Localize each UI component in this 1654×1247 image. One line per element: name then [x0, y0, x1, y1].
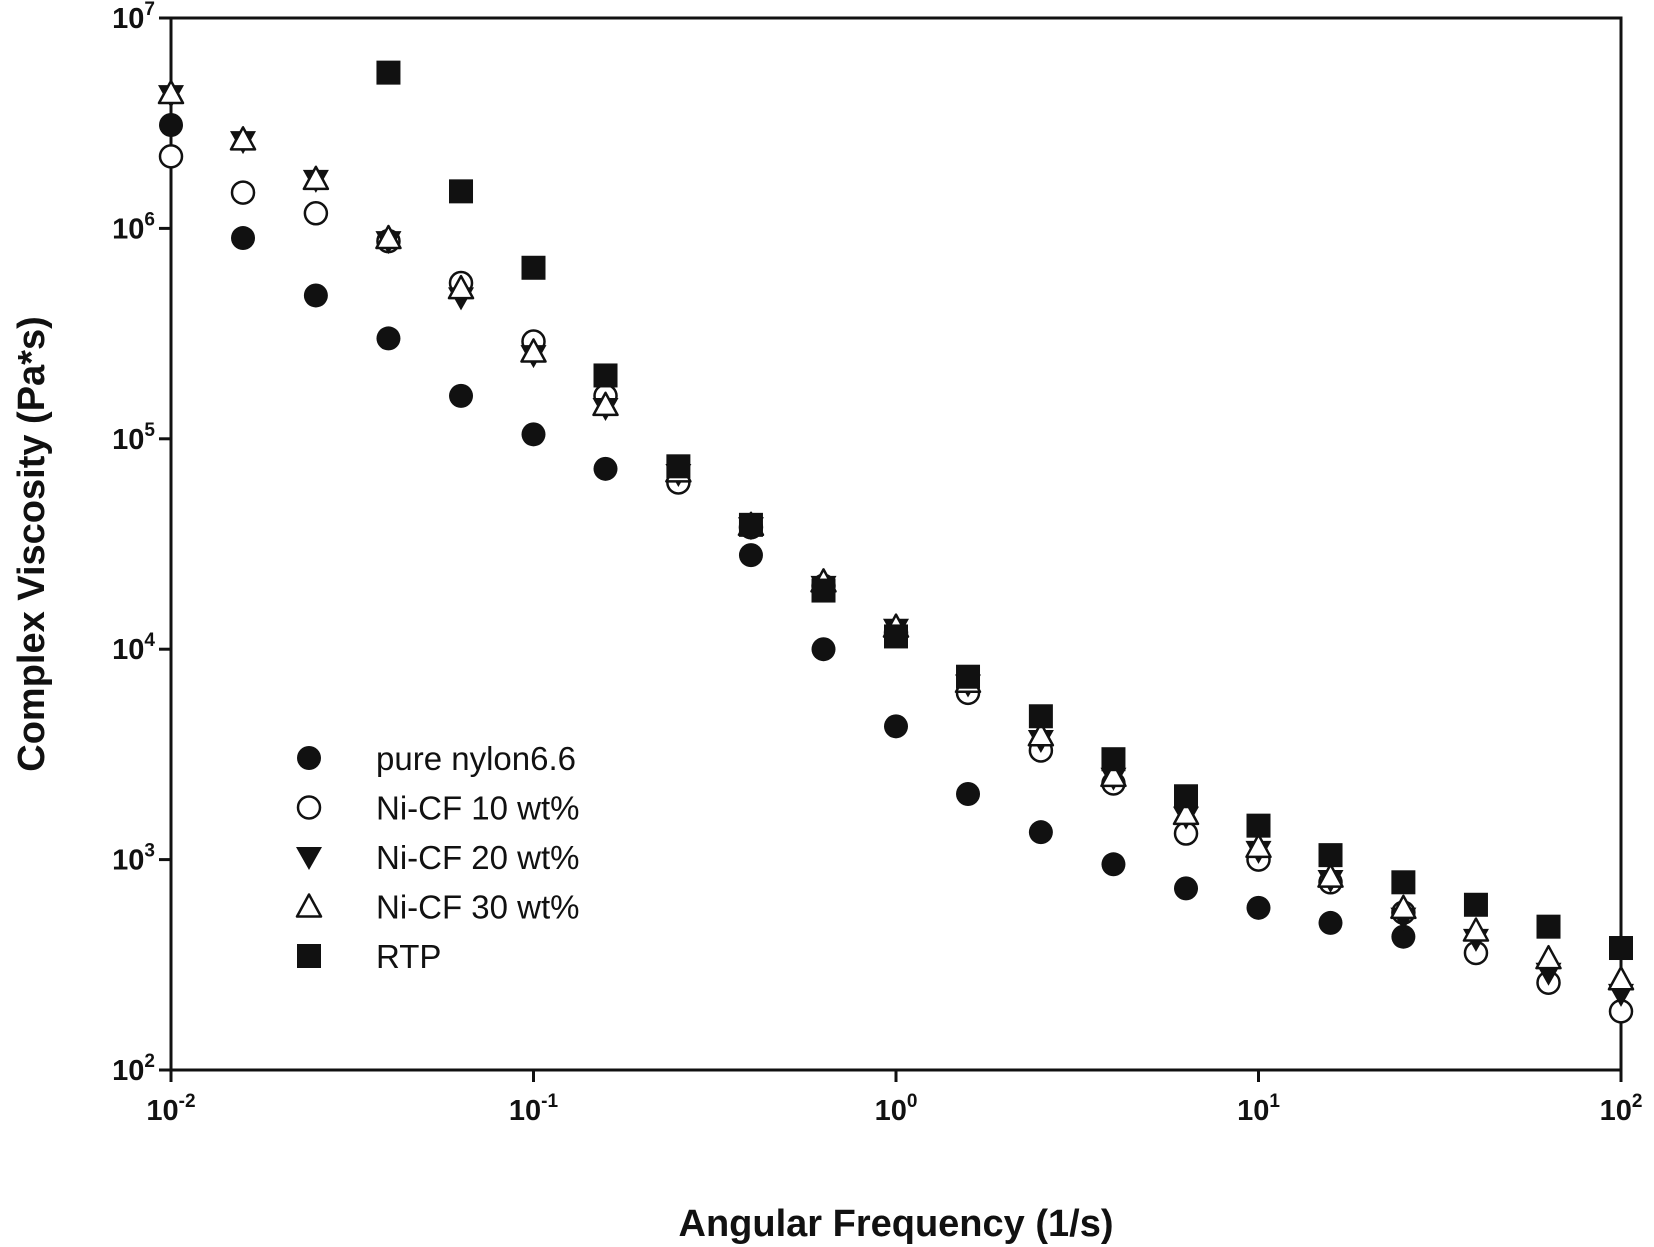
y-tick-label: 107 — [112, 0, 155, 35]
series-pure-nylon6-6 — [159, 113, 1416, 949]
data-point-ni-cf-30-wt — [1100, 762, 1127, 788]
data-point-pure-nylon6-6 — [956, 782, 981, 807]
data-point-ni-cf-30-wt — [1027, 721, 1055, 747]
legend-item-pure-nylon6-6: pure nylon6.6 — [297, 740, 576, 777]
x-tick-label: 100 — [875, 1091, 918, 1127]
data-point-ni-cf-30-wt — [592, 391, 619, 417]
legend-marker-rtp — [297, 944, 321, 968]
data-point-ni-cf-30-wt — [1462, 917, 1490, 942]
data-point-ni-cf-30-wt — [1172, 800, 1200, 826]
data-point-pure-nylon6-6 — [1246, 895, 1271, 920]
legend-marker-ni-cf-20-wt — [296, 847, 322, 870]
data-point-ni-cf-10-wt — [230, 180, 256, 205]
legend-label: Ni-CF 30 wt% — [376, 889, 580, 926]
data-point-rtp — [1391, 870, 1416, 895]
data-point-rtp — [811, 578, 836, 603]
data-point-pure-nylon6-6 — [1028, 820, 1053, 845]
data-point-pure-nylon6-6 — [884, 714, 908, 739]
x-tick-label: 10-2 — [146, 1091, 195, 1127]
y-axis-title: Complex Viscosity (Pa*s) — [11, 316, 53, 771]
axis-ticks — [159, 16, 1623, 1082]
data-point-rtp — [1246, 813, 1271, 838]
data-point-rtp — [738, 512, 763, 537]
data-point-rtp — [1463, 892, 1488, 917]
legend-marker-ni-cf-30-wt — [295, 893, 323, 918]
legend-marker-pure-nylon6-6 — [297, 746, 321, 770]
data-point-ni-cf-30-wt — [520, 338, 547, 363]
data-point-rtp — [449, 179, 474, 204]
y-tick-label: 106 — [112, 209, 155, 245]
data-point-pure-nylon6-6 — [521, 422, 546, 447]
data-point-pure-nylon6-6 — [1391, 924, 1416, 949]
data-point-ni-cf-30-wt — [1317, 863, 1344, 888]
data-point-ni-cf-30-wt — [1535, 944, 1562, 970]
legend-label: Ni-CF 10 wt% — [376, 790, 580, 827]
data-point-rtp — [1536, 914, 1561, 939]
data-point-rtp — [1609, 936, 1633, 961]
data-point-pure-nylon6-6 — [1318, 910, 1343, 935]
data-point-ni-cf-30-wt — [229, 126, 257, 151]
legend-label: RTP — [376, 938, 441, 975]
data-points — [157, 60, 1635, 1024]
data-point-pure-nylon6-6 — [811, 637, 836, 662]
data-point-rtp — [1174, 784, 1199, 809]
legend-item-ni-cf-30-wt: Ni-CF 30 wt% — [295, 889, 580, 926]
x-tick-label: 102 — [1600, 1091, 1643, 1127]
data-point-ni-cf-30-wt — [302, 165, 330, 191]
data-point-pure-nylon6-6 — [159, 113, 183, 138]
data-point-ni-cf-30-wt — [447, 274, 475, 300]
y-tick-label: 105 — [112, 420, 155, 456]
x-tick-label: 101 — [1237, 1091, 1280, 1127]
data-point-rtp — [1318, 843, 1343, 868]
data-point-pure-nylon6-6 — [1174, 876, 1199, 901]
legend-label: pure nylon6.6 — [376, 740, 576, 777]
data-point-pure-nylon6-6 — [593, 456, 618, 481]
data-point-pure-nylon6-6 — [738, 543, 763, 568]
data-point-rtp — [521, 255, 546, 280]
legend: pure nylon6.6 Ni-CF 10 wt% Ni-CF 20 wt% Ni-… — [295, 740, 580, 975]
legend-item-rtp: RTP — [297, 938, 441, 975]
data-point-ni-cf-30-wt — [1245, 833, 1272, 859]
legend-label: Ni-CF 20 wt% — [376, 839, 580, 876]
data-point-rtp — [1028, 704, 1053, 729]
data-point-pure-nylon6-6 — [231, 226, 256, 251]
x-axis-title: Angular Frequency (1/s) — [679, 1203, 1114, 1245]
data-point-ni-cf-30-wt — [157, 79, 185, 105]
data-point-pure-nylon6-6 — [449, 383, 474, 408]
y-tick-label: 102 — [112, 1051, 155, 1087]
legend-item-ni-cf-10-wt: Ni-CF 10 wt% — [296, 790, 580, 827]
legend-item-ni-cf-20-wt: Ni-CF 20 wt% — [296, 839, 580, 876]
y-tick-label: 104 — [112, 630, 155, 666]
data-point-rtp — [956, 664, 981, 689]
data-point-pure-nylon6-6 — [376, 326, 401, 351]
y-tick-label: 103 — [112, 841, 155, 877]
data-point-ni-cf-30-wt — [1390, 894, 1417, 920]
legend-marker-ni-cf-10-wt — [296, 795, 322, 820]
data-point-ni-cf-10-wt — [303, 201, 329, 226]
data-point-rtp — [666, 454, 691, 479]
x-tick-label: 10-1 — [509, 1091, 559, 1127]
data-point-ni-cf-10-wt — [158, 144, 184, 169]
data-point-pure-nylon6-6 — [1101, 852, 1126, 877]
data-point-rtp — [593, 363, 618, 388]
series-rtp — [376, 60, 1633, 961]
data-point-pure-nylon6-6 — [303, 283, 328, 308]
data-point-ni-cf-30-wt — [1607, 965, 1635, 991]
data-point-rtp — [884, 624, 908, 649]
data-point-rtp — [1101, 747, 1126, 772]
axis-tick-labels: 10-2 10-1 100 101 102 102 103 104 105 106 107 — [112, 0, 1642, 1127]
data-point-rtp — [376, 60, 401, 85]
data-point-ni-cf-30-wt — [375, 224, 402, 250]
